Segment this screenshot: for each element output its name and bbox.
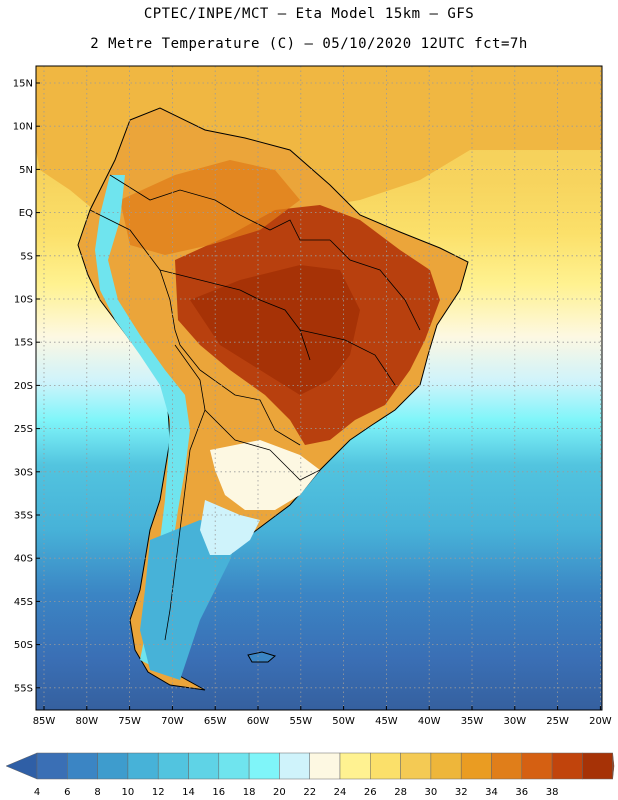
colorbar-label: 24 <box>334 787 347 798</box>
orange-band <box>120 160 300 255</box>
colorbar-label: 34 <box>485 787 498 798</box>
lat-label: 40S <box>14 554 33 565</box>
lon-label: 70W <box>161 716 184 727</box>
lat-label: 35S <box>14 511 33 522</box>
colorbar-label: 38 <box>546 787 559 798</box>
colorbar-box <box>551 752 583 780</box>
colorbar-label: 22 <box>303 787 316 798</box>
lat-label: 20S <box>14 381 33 392</box>
map-field <box>36 66 602 710</box>
lon-label: 65W <box>204 716 227 727</box>
colorbar-box <box>370 752 401 780</box>
lat-label: 15S <box>14 338 33 349</box>
lon-label: 30W <box>503 716 526 727</box>
colorbar-label: 10 <box>122 787 135 798</box>
very-hot-core <box>190 265 360 395</box>
lat-label: 50S <box>14 640 33 651</box>
longitude-labels: 85W 80W 75W 70W 65W 60W 55W 50W 45W 40W 35W 30W 25W 2… <box>33 716 612 727</box>
colorbar-box <box>400 752 432 780</box>
lat-label: 30S <box>14 467 33 478</box>
colorbar-box <box>279 752 310 780</box>
colorbar-label: 4 <box>34 787 40 798</box>
colorbar-high-arrow <box>612 752 615 780</box>
map-frame <box>35 65 603 711</box>
country-borders <box>89 174 421 641</box>
colorbar-boxes <box>5 752 615 780</box>
colorbar-label: 26 <box>364 787 377 798</box>
graticule <box>36 66 602 710</box>
lon-label: 45W <box>375 716 398 727</box>
colorbar-box <box>67 752 98 780</box>
colorbar-box <box>218 752 250 780</box>
colorbar-label: 28 <box>394 787 407 798</box>
colorbar-box <box>309 752 341 780</box>
southern-pampa <box>200 500 260 555</box>
lon-label: 75W <box>118 716 141 727</box>
lat-label: 25S <box>14 424 33 435</box>
lon-label: 25W <box>546 716 569 727</box>
lat-label: 10S <box>14 295 33 306</box>
colorbar-box <box>97 752 129 780</box>
colorbar-label: 36 <box>515 787 528 798</box>
lon-label: 60W <box>247 716 270 727</box>
lat-label: 15N <box>13 79 33 90</box>
lon-label: 55W <box>289 716 312 727</box>
lat-label: 55S <box>14 683 33 694</box>
lat-label: EQ <box>19 208 33 219</box>
falkland-islands <box>247 651 277 663</box>
chart-title-line1: CPTEC/INPE/MCT – Eta Model 15km – GFS <box>143 6 475 22</box>
colorbar-label: 20 <box>273 787 286 798</box>
colorbar-label: 30 <box>425 787 438 798</box>
lon-label: 20W <box>589 716 612 727</box>
colorbar-label: 8 <box>94 787 100 798</box>
lon-label: 80W <box>75 716 98 727</box>
colorbar-label: 32 <box>455 787 468 798</box>
colorbar-box <box>491 752 523 780</box>
colorbar-low-arrow <box>5 752 38 780</box>
colorbar-box <box>157 752 189 780</box>
colorbar-label: 16 <box>212 787 225 798</box>
colorbar-box <box>430 752 462 780</box>
lat-label: 10N <box>13 122 33 133</box>
colorbar-box <box>460 752 492 780</box>
lon-label: 50W <box>332 716 355 727</box>
colorbar-labels: 4 6 8 10 12 14 16 18 20 22 24 26 28 30 32 34 36 38 <box>34 787 559 798</box>
colorbar-label: 12 <box>152 787 165 798</box>
longitude-ticks <box>43 706 601 710</box>
colorbar-label: 6 <box>64 787 70 798</box>
lon-label: 40W <box>418 716 441 727</box>
lon-label: 35W <box>461 716 484 727</box>
colorbar-label: 14 <box>182 787 195 798</box>
lon-label: 85W <box>33 716 56 727</box>
latitude-labels: 15N 10N 5N EQ 5S 10S 15S 20S 25S 30S 35S 40S 45S 50S 5… <box>13 79 33 695</box>
colorbar-box <box>339 752 371 780</box>
la-plata-mild <box>210 440 320 510</box>
colorbar-box <box>248 752 280 780</box>
colorbar-box <box>127 752 159 780</box>
latitude-ticks <box>36 82 40 689</box>
colorbar-box <box>36 752 68 780</box>
lat-label: 5S <box>20 251 33 262</box>
colorbar-label: 18 <box>243 787 256 798</box>
colorbar-box <box>188 752 220 780</box>
lat-label: 45S <box>14 597 33 608</box>
colorbar-box <box>582 752 613 780</box>
lat-label: 5N <box>19 165 33 176</box>
colorbar-box <box>521 752 553 780</box>
chart-title-line2: 2 Metre Temperature (C) – 05/10/2020 12U… <box>90 36 528 52</box>
